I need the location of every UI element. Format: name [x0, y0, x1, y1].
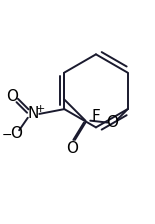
Text: N: N — [28, 106, 39, 121]
Text: O: O — [106, 115, 118, 130]
Text: O: O — [6, 89, 18, 104]
Text: −: − — [1, 129, 12, 142]
Text: F: F — [92, 109, 100, 124]
Text: +: + — [36, 104, 45, 114]
Text: O: O — [10, 126, 22, 141]
Text: O: O — [66, 141, 78, 156]
